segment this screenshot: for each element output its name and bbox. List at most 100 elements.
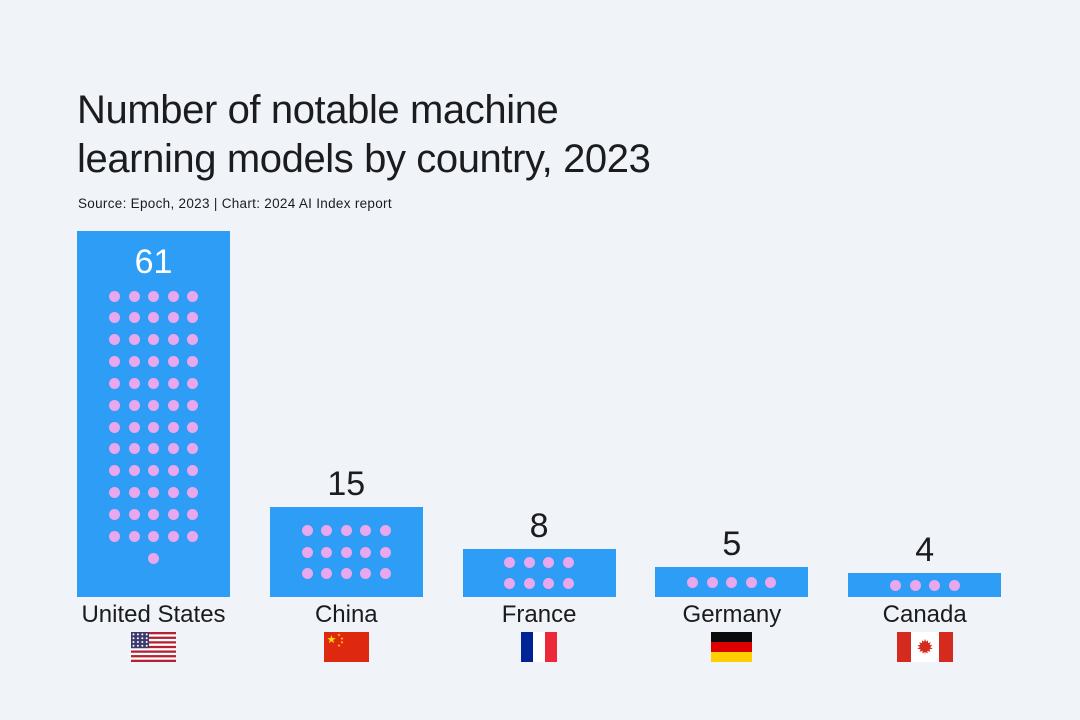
- model-dot: [523, 578, 535, 590]
- model-dot: [109, 312, 120, 324]
- model-dot: [148, 421, 159, 433]
- model-dot: [321, 546, 333, 558]
- model-dot: [301, 524, 313, 536]
- germany-value-label: 5: [722, 525, 742, 563]
- chart-title-line2: learning models by country, 2023: [77, 137, 651, 181]
- model-dot: [148, 290, 159, 302]
- model-dot: [360, 524, 372, 536]
- model-dot: [167, 399, 179, 411]
- model-dot: [523, 556, 535, 568]
- canada-flag-icon: [896, 632, 953, 662]
- france-flag-icon: [521, 632, 558, 662]
- us-flag-icon: [131, 632, 176, 662]
- model-dot: [128, 356, 140, 367]
- model-dot: [148, 487, 159, 498]
- model-dot: [187, 443, 198, 455]
- chart-source-note: Source: Epoch, 2023 | Chart: 2024 AI Ind…: [78, 196, 392, 211]
- model-dot: [562, 556, 574, 568]
- model-dot: [909, 579, 921, 591]
- model-dot: [687, 576, 699, 588]
- germany-flag-icon: [711, 632, 753, 662]
- model-dot: [301, 546, 313, 558]
- model-dot: [128, 334, 140, 346]
- model-dot: [321, 568, 333, 580]
- model-dot: [360, 546, 372, 558]
- model-dot: [187, 530, 198, 542]
- model-dot: [148, 312, 159, 324]
- canada-label: Canada: [882, 601, 967, 628]
- model-dot: [726, 576, 738, 588]
- model-dot: [379, 546, 391, 558]
- china-label: China: [314, 601, 378, 628]
- model-dot: [187, 487, 198, 498]
- model-dot: [148, 334, 159, 346]
- model-dot: [379, 524, 391, 536]
- france-bar: [462, 549, 616, 597]
- united-states-value-label: 61: [134, 243, 173, 281]
- model-dot: [148, 552, 159, 564]
- model-dot: [148, 399, 159, 411]
- model-dot: [148, 530, 159, 542]
- model-dot: [167, 356, 179, 367]
- model-dot: [745, 576, 757, 588]
- model-dot: [148, 356, 159, 367]
- model-dot: [109, 443, 120, 455]
- model-dot: [340, 524, 352, 536]
- model-dot: [148, 465, 159, 477]
- chart-title: Number of notable machine learning models…: [77, 86, 651, 184]
- model-dot: [128, 530, 140, 542]
- model-dot: [379, 568, 391, 580]
- model-dot: [167, 421, 179, 433]
- model-dot: [187, 312, 198, 324]
- united-states-label: United States: [81, 601, 226, 628]
- model-dot: [504, 578, 516, 590]
- canada-bar: [848, 573, 1002, 597]
- model-dot: [765, 576, 777, 588]
- model-dot: [187, 399, 198, 411]
- chart-title-line1: Number of notable machine: [77, 88, 559, 132]
- model-dot: [360, 568, 372, 580]
- france-label: France: [501, 601, 577, 628]
- china-flag-icon: [323, 632, 369, 662]
- model-dot: [109, 530, 120, 542]
- model-dot: [504, 556, 516, 568]
- model-dot: [340, 546, 352, 558]
- model-dot: [128, 443, 140, 455]
- model-dot: [128, 421, 140, 433]
- model-dot: [187, 465, 198, 477]
- model-dot: [890, 579, 901, 591]
- model-dot: [109, 421, 120, 433]
- model-dot: [167, 312, 179, 324]
- germany-label: Germany: [682, 601, 782, 628]
- model-dot: [187, 290, 198, 302]
- model-dot: [148, 377, 159, 389]
- canada-value-label: 4: [915, 531, 935, 569]
- model-dot: [187, 334, 198, 346]
- china-value-label: 15: [327, 465, 366, 503]
- model-dot: [109, 487, 120, 498]
- model-dot: [109, 465, 120, 477]
- model-dot: [321, 524, 333, 536]
- model-dot: [148, 443, 159, 455]
- model-dot: [109, 290, 120, 302]
- model-dot: [543, 578, 555, 590]
- model-dot: [167, 290, 179, 302]
- model-dot: [128, 487, 140, 498]
- model-dot: [167, 334, 179, 346]
- model-dot: [167, 487, 179, 498]
- model-dot: [187, 356, 198, 367]
- model-dot: [167, 465, 179, 477]
- model-dot: [167, 377, 179, 389]
- model-dot: [340, 568, 352, 580]
- model-dot: [109, 356, 120, 367]
- france-value-label: 8: [529, 507, 549, 545]
- model-dot: [128, 290, 140, 302]
- model-dot: [929, 579, 940, 591]
- model-dot: [562, 578, 574, 590]
- model-dot: [109, 508, 120, 520]
- model-dot: [167, 508, 179, 520]
- model-dot: [109, 377, 120, 389]
- model-dot: [187, 377, 198, 389]
- model-dot: [543, 556, 555, 568]
